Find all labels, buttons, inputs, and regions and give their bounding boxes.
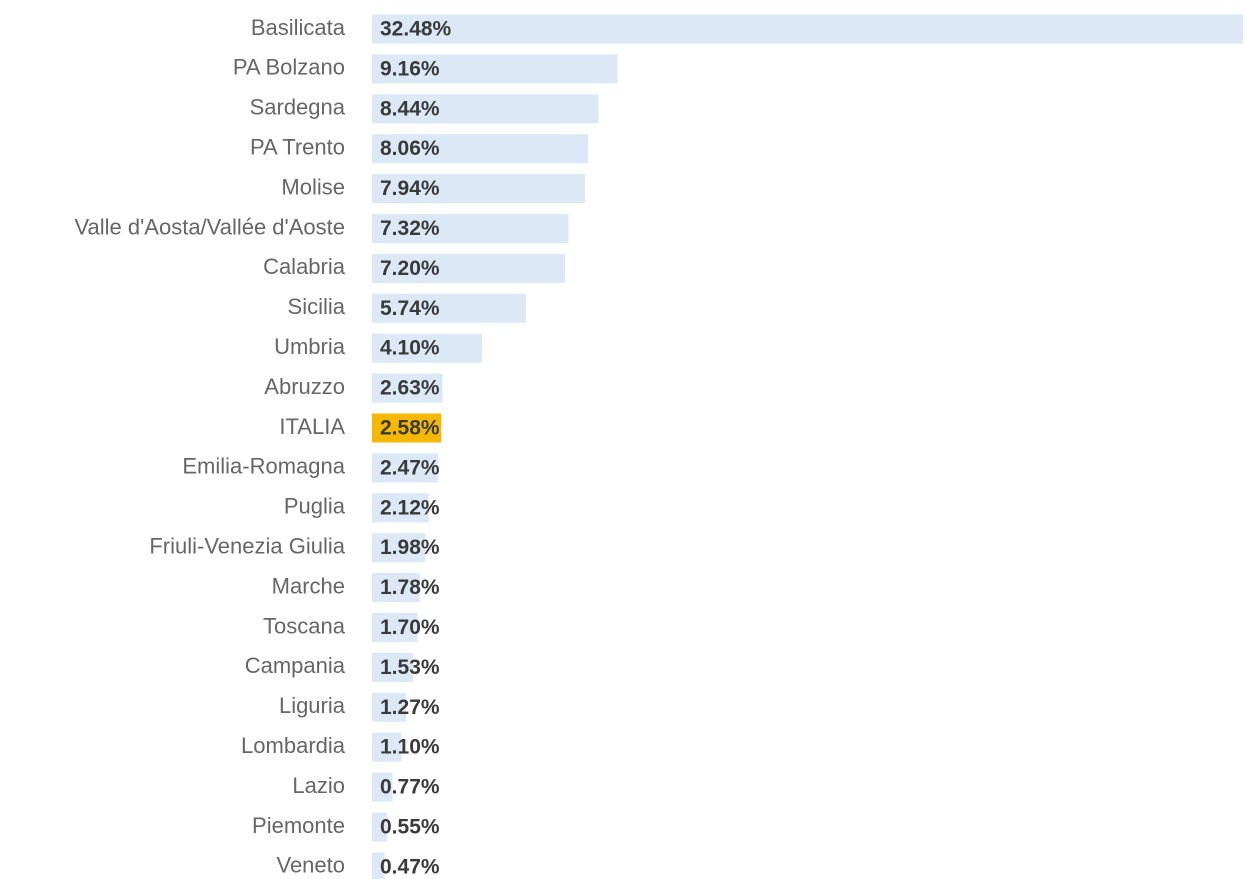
bar (372, 453, 439, 483)
category-label: Campania (245, 653, 346, 678)
bar (372, 812, 387, 842)
value-label: 8.44% (380, 97, 440, 120)
category-label: ITALIA (279, 414, 345, 439)
value-label: 5.74% (380, 297, 440, 320)
value-label: 1.53% (380, 656, 440, 679)
category-label: Calabria (263, 254, 346, 279)
bar (372, 174, 585, 204)
category-label: Valle d'Aosta/Vallée d'Aoste (74, 214, 345, 239)
bar (372, 333, 482, 363)
bar (372, 613, 418, 642)
category-label: Marche (272, 573, 345, 598)
bar (372, 293, 526, 323)
category-label: Liguria (279, 693, 346, 718)
bar (372, 94, 599, 124)
value-label: 0.47% (380, 855, 440, 878)
value-label: 2.12% (380, 496, 440, 519)
value-label: 1.98% (380, 536, 440, 559)
value-label: 2.58% (380, 417, 440, 440)
category-label: Emilia-Romagna (182, 454, 345, 479)
bar (372, 772, 393, 802)
bar (372, 253, 566, 283)
value-label: 1.78% (380, 576, 440, 599)
bar (372, 732, 402, 762)
bar (372, 14, 1243, 44)
bar (372, 852, 385, 879)
category-label: Umbria (274, 334, 346, 359)
value-label: 9.16% (380, 57, 440, 80)
value-label: 7.94% (380, 177, 440, 200)
value-label: 8.06% (380, 137, 440, 160)
value-label: 0.55% (380, 816, 440, 839)
value-label: 1.10% (380, 736, 440, 759)
category-label: Lombardia (241, 733, 346, 758)
bar (372, 373, 443, 403)
bar (372, 692, 407, 722)
value-label: 32.48% (380, 18, 452, 41)
bar (372, 54, 618, 84)
bar (372, 214, 569, 243)
category-label: Abruzzo (264, 374, 345, 399)
value-label: 7.20% (380, 257, 440, 280)
category-label: Toscana (263, 613, 346, 638)
category-label: Piemonte (252, 813, 345, 838)
value-label: 0.77% (380, 776, 440, 799)
bar (372, 493, 429, 523)
value-label: 2.63% (380, 377, 440, 400)
bar (372, 413, 442, 443)
category-label: Sicilia (288, 294, 346, 319)
bar (372, 134, 589, 164)
bar (372, 652, 414, 682)
category-label: Lazio (292, 773, 345, 798)
category-label: Friuli-Venezia Giulia (149, 534, 345, 559)
value-label: 2.47% (380, 456, 440, 479)
bar (372, 533, 426, 563)
value-label: 1.70% (380, 616, 440, 639)
value-label: 4.10% (380, 337, 440, 360)
bar (372, 573, 420, 603)
category-label: Molise (281, 174, 345, 199)
category-label: Basilicata (251, 15, 346, 40)
category-label: Sardegna (250, 95, 346, 120)
category-label: Puglia (284, 494, 346, 519)
category-label: PA Trento (250, 135, 345, 160)
value-label: 1.27% (380, 696, 440, 719)
category-label: Veneto (276, 853, 345, 878)
value-label: 7.32% (380, 217, 440, 240)
category-label: PA Bolzano (233, 55, 345, 80)
